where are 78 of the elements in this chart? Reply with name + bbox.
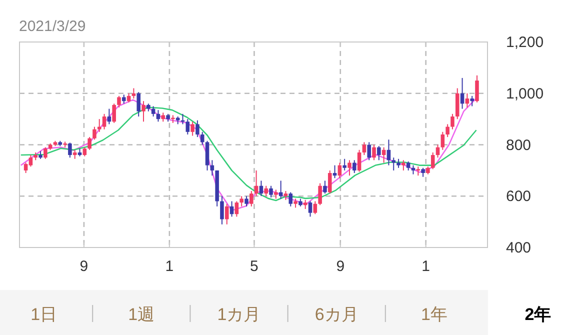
y-tick-label: 1,000 — [506, 85, 544, 102]
candlestick — [392, 157, 396, 171]
x-tick-label: 1 — [422, 258, 430, 275]
candlestick — [269, 185, 273, 198]
candlestick — [186, 118, 190, 135]
y-tick-label: 800 — [506, 136, 532, 154]
candlestick — [92, 126, 96, 140]
candlestick — [250, 190, 254, 207]
candlestick — [234, 200, 239, 218]
candlestick — [436, 144, 440, 158]
candlestick — [220, 196, 224, 225]
candlestick — [244, 196, 248, 207]
candlestick — [264, 185, 268, 197]
x-tick-label: 5 — [250, 258, 258, 275]
candlestick — [328, 170, 332, 194]
candlestick — [44, 146, 48, 160]
text: 1カ月 — [217, 305, 261, 324]
candlestick — [450, 113, 454, 130]
candlestick — [117, 95, 121, 108]
text: 1週 — [128, 305, 155, 324]
candlestick — [112, 103, 116, 124]
candlestick — [465, 92, 470, 108]
candlestick — [357, 149, 362, 172]
candlestick — [190, 121, 194, 136]
x-tick-label: 9 — [80, 258, 88, 275]
candlestick — [342, 158, 346, 171]
text: 1年 — [420, 305, 448, 324]
candlestick — [313, 200, 318, 215]
candlestick — [156, 110, 160, 122]
candlestick — [460, 77, 464, 110]
candlestick — [88, 136, 92, 150]
candlestick — [402, 160, 406, 171]
candlestick — [372, 144, 376, 161]
candlestick — [200, 131, 204, 146]
candlestick — [430, 152, 435, 170]
candlestick — [288, 192, 293, 207]
candlestick — [348, 160, 352, 176]
candlestick — [386, 139, 391, 166]
candlestick — [230, 200, 234, 218]
candlestick — [470, 95, 474, 107]
chart-title: 2021/3/29 — [19, 18, 86, 35]
candlestick — [455, 88, 460, 120]
candlestick — [132, 88, 136, 100]
candlestick — [68, 142, 72, 158]
candlestick — [362, 142, 366, 156]
text: 2年 — [524, 305, 552, 324]
candlestick — [338, 162, 342, 179]
text: 1日 — [30, 305, 58, 324]
y-tick-label: 400 — [506, 240, 532, 256]
candlestick — [142, 100, 146, 122]
candlestick — [210, 160, 214, 176]
candlestick — [136, 92, 140, 117]
candlestick — [196, 120, 200, 138]
candlestick — [352, 160, 356, 174]
candlestick — [446, 124, 450, 138]
candlestick — [440, 131, 445, 150]
candlestick — [205, 140, 210, 171]
candlestick — [332, 164, 337, 179]
candlestick — [377, 146, 381, 161]
candlestick — [382, 146, 386, 164]
candlestick — [107, 108, 112, 125]
candlestick — [254, 170, 258, 197]
candlestick — [308, 200, 312, 218]
candlestick — [151, 106, 156, 117]
candlestick — [318, 182, 322, 206]
candlestick — [259, 180, 264, 197]
text: 6カ月 — [314, 305, 358, 324]
x-tick-label: 1 — [165, 258, 174, 275]
candlestick — [323, 180, 327, 194]
x-tick-label: 9 — [336, 258, 345, 275]
candlestick — [102, 113, 106, 130]
candlestick — [367, 142, 371, 161]
candlestick — [224, 203, 229, 225]
candlestick — [475, 74, 479, 103]
y-tick-label: 600 — [506, 188, 532, 206]
candlestick — [97, 118, 102, 132]
y-tick-label: 1,200 — [506, 34, 544, 51]
candlestick — [240, 196, 244, 207]
